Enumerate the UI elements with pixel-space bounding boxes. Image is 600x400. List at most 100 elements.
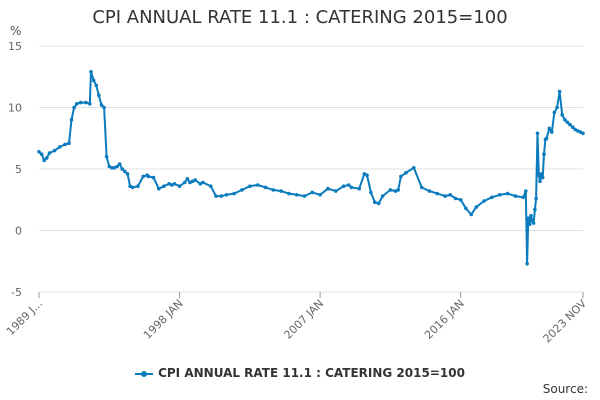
data-point[interactable]	[563, 118, 567, 122]
data-point[interactable]	[39, 152, 44, 156]
data-point[interactable]	[535, 131, 540, 136]
data-point[interactable]	[89, 70, 93, 74]
data-point[interactable]	[498, 193, 502, 197]
data-point[interactable]	[537, 173, 541, 177]
data-point[interactable]	[474, 205, 479, 209]
data-point[interactable]	[550, 130, 554, 134]
data-point[interactable]	[182, 180, 187, 185]
data-point[interactable]	[201, 180, 205, 185]
data-point[interactable]	[373, 200, 377, 204]
data-point[interactable]	[396, 188, 401, 192]
data-point[interactable]	[404, 170, 408, 175]
data-point[interactable]	[193, 178, 197, 182]
data-point[interactable]	[63, 142, 67, 147]
data-point[interactable]	[125, 172, 130, 176]
data-point[interactable]	[555, 105, 559, 110]
data-point[interactable]	[525, 261, 529, 266]
data-point[interactable]	[112, 166, 117, 170]
data-point[interactable]	[209, 184, 213, 188]
data-point[interactable]	[534, 196, 538, 201]
data-point[interactable]	[529, 213, 533, 218]
data-point[interactable]	[45, 156, 49, 160]
data-point[interactable]	[443, 194, 447, 198]
data-point[interactable]	[458, 198, 463, 202]
data-point[interactable]	[542, 152, 546, 156]
data-point[interactable]	[560, 113, 564, 117]
data-point[interactable]	[552, 110, 557, 115]
data-point[interactable]	[177, 184, 182, 188]
data-point[interactable]	[190, 179, 195, 184]
data-point[interactable]	[568, 122, 572, 127]
data-point[interactable]	[490, 195, 494, 200]
data-point[interactable]	[69, 118, 74, 122]
data-point[interactable]	[91, 78, 96, 83]
data-point[interactable]	[538, 179, 542, 184]
legend[interactable]: CPI ANNUAL RATE 11.1 : CATERING 2015=100	[0, 366, 600, 380]
data-point[interactable]	[376, 201, 381, 206]
data-point[interactable]	[346, 183, 351, 187]
data-point[interactable]	[130, 185, 135, 190]
data-point[interactable]	[104, 154, 109, 159]
data-point[interactable]	[469, 212, 474, 217]
data-point[interactable]	[115, 164, 119, 169]
data-point[interactable]	[453, 196, 458, 201]
data-point[interactable]	[136, 184, 140, 188]
data-point[interactable]	[214, 194, 218, 198]
data-point[interactable]	[521, 195, 525, 200]
data-point[interactable]	[482, 199, 486, 203]
data-point[interactable]	[341, 184, 346, 188]
data-point[interactable]	[240, 188, 244, 192]
data-point[interactable]	[117, 162, 122, 166]
data-point[interactable]	[72, 105, 76, 110]
data-point[interactable]	[570, 125, 575, 129]
data-point[interactable]	[232, 191, 236, 196]
data-point[interactable]	[505, 191, 510, 196]
data-point[interactable]	[120, 167, 124, 171]
data-point[interactable]	[419, 185, 424, 190]
data-point[interactable]	[533, 207, 537, 212]
data-point[interactable]	[88, 102, 92, 106]
data-point[interactable]	[547, 126, 552, 131]
data-point[interactable]	[412, 166, 416, 170]
data-point[interactable]	[172, 182, 177, 186]
data-point[interactable]	[219, 194, 224, 198]
data-point[interactable]	[97, 93, 101, 97]
data-point[interactable]	[326, 186, 330, 191]
data-point[interactable]	[557, 89, 562, 94]
series-line[interactable]	[38, 70, 584, 265]
data-point[interactable]	[224, 193, 229, 197]
data-point[interactable]	[365, 173, 369, 177]
data-point[interactable]	[52, 148, 57, 153]
data-point[interactable]	[123, 169, 127, 174]
data-point[interactable]	[157, 186, 161, 191]
data-point[interactable]	[464, 206, 468, 211]
data-point[interactable]	[151, 175, 156, 180]
data-point[interactable]	[167, 182, 171, 186]
data-point[interactable]	[310, 190, 315, 195]
data-point[interactable]	[318, 193, 322, 197]
data-point[interactable]	[513, 194, 518, 198]
data-point[interactable]	[427, 189, 432, 193]
data-point[interactable]	[388, 188, 393, 192]
data-point[interactable]	[99, 103, 104, 107]
data-point[interactable]	[448, 193, 453, 197]
data-point[interactable]	[294, 193, 299, 197]
data-point[interactable]	[78, 100, 83, 105]
data-point[interactable]	[94, 83, 99, 88]
data-point[interactable]	[279, 189, 283, 193]
data-point[interactable]	[42, 158, 46, 163]
data-point[interactable]	[527, 222, 532, 227]
data-point[interactable]	[110, 166, 114, 170]
data-point[interactable]	[263, 185, 268, 190]
data-point[interactable]	[544, 136, 549, 141]
data-point[interactable]	[162, 184, 166, 188]
data-point[interactable]	[531, 221, 536, 225]
data-point[interactable]	[369, 190, 373, 195]
data-point[interactable]	[380, 194, 385, 198]
data-point[interactable]	[526, 216, 531, 220]
data-point[interactable]	[185, 177, 190, 181]
data-point[interactable]	[198, 182, 203, 186]
data-point[interactable]	[141, 174, 145, 179]
data-point[interactable]	[540, 175, 545, 180]
data-point[interactable]	[287, 191, 291, 196]
